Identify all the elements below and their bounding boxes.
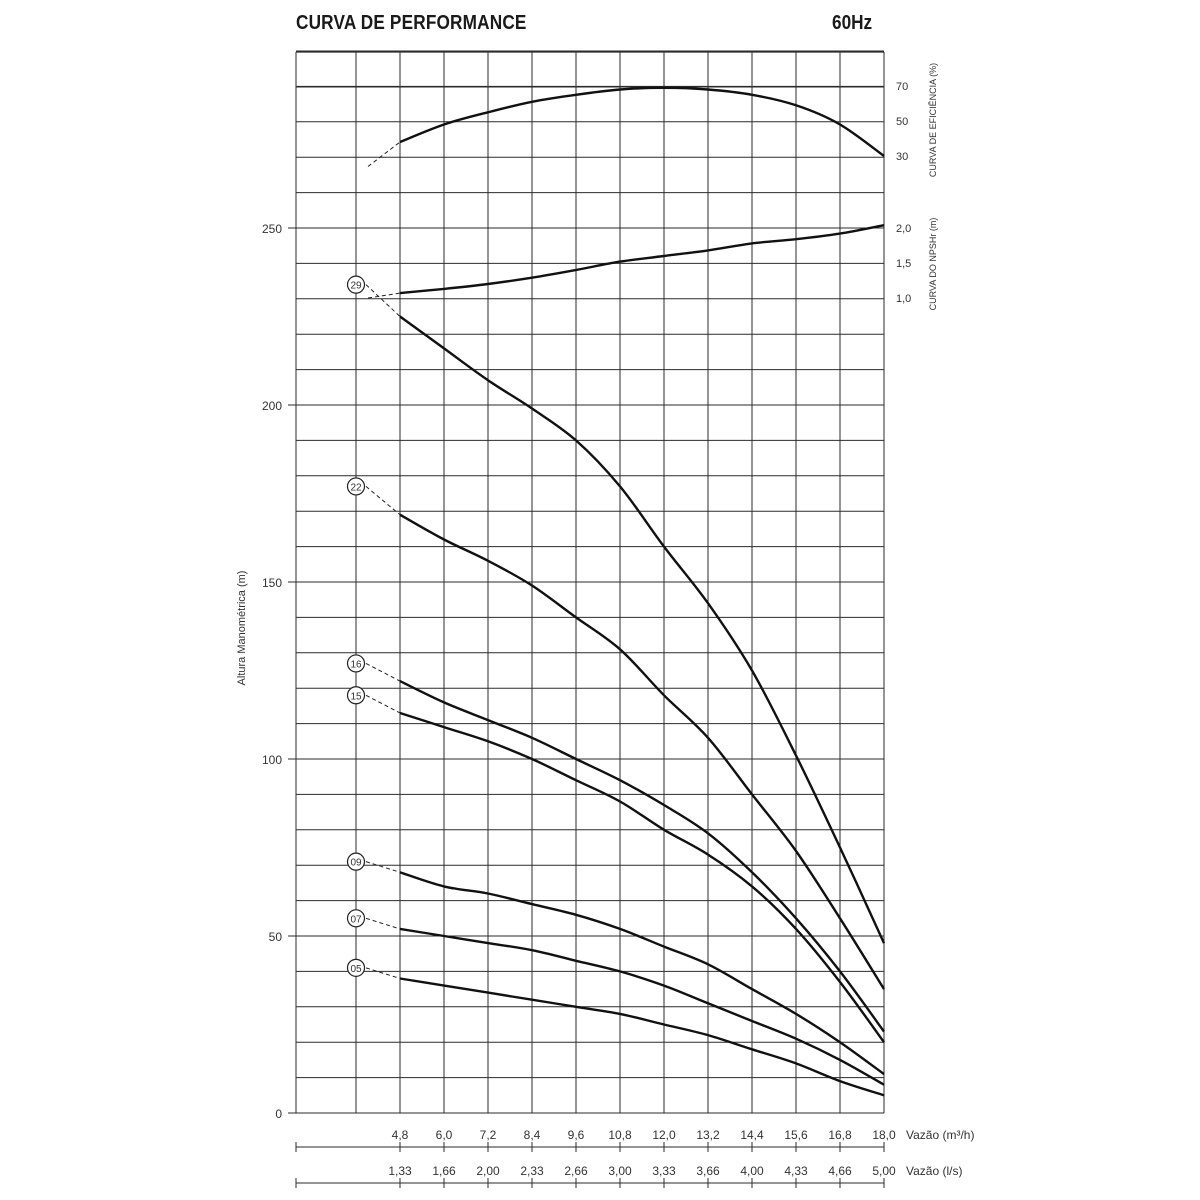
x-tick-label-m3h: 8,4 [524,1128,541,1142]
stage-curve-15 [399,711,885,1043]
chart-curves [346,86,886,1097]
stage-label-05: 05 [350,964,362,975]
npsh-tick-label: 1,0 [896,293,911,305]
stage-curve-dash-29 [365,284,401,317]
npsh-tick-label: 2,0 [896,223,911,235]
efficiency-tick-label: 70 [896,81,908,93]
stage-curve-dash-09 [365,861,401,873]
stage-curve-dash-22 [365,486,401,516]
x-tick-label-ls: 4,66 [828,1164,852,1178]
x-tick-label-m3h: 13,2 [696,1128,720,1142]
x-tick-label-ls: 5,00 [872,1164,896,1178]
x-tick-label-m3h: 12,0 [652,1128,676,1142]
stage-marker-05 [346,958,366,977]
x-tick-label-m3h: 10,8 [608,1128,632,1142]
x-tick-label-ls: 3,33 [652,1164,676,1178]
npsh-tick-label: 1,5 [896,258,911,270]
x-tick-label-m3h: 6,0 [436,1128,453,1142]
x-tick-label-ls: 2,33 [520,1164,544,1178]
stage-curve-dash-05 [365,967,401,979]
stage-curve-16 [399,680,885,1033]
efficiency-tick-label: 50 [896,116,908,128]
x-tick-label-ls: 2,00 [476,1164,500,1178]
y-tick-label: 0 [275,1107,282,1121]
x-tick-label-ls: 3,66 [696,1164,720,1178]
stage-label-29: 29 [350,281,362,292]
stage-label-22: 22 [350,482,362,493]
x-tick-label-ls: 2,66 [564,1164,588,1178]
stage-marker-29 [346,275,366,294]
frequency-label: 60Hz [832,12,873,34]
y-axis-title: Altura Manométrica (m) [236,571,248,686]
stage-curve-dash-15 [365,694,401,714]
efficiency-axis-title: CURVA DE EFICIÊNCIA (%) [928,63,938,177]
stage-label-07: 07 [350,914,362,925]
x-tick-label-m3h: 9,6 [568,1128,585,1142]
stage-curve-07 [399,927,885,1086]
stage-curve-dash-16 [365,662,401,682]
stage-marker-09 [346,852,366,871]
x-axis-title-ls: Vazão (l/s) [906,1164,962,1178]
stage-label-15: 15 [350,691,362,702]
x-tick-label-m3h: 7,2 [480,1128,497,1142]
x-tick-label-m3h: 14,4 [740,1128,764,1142]
stage-marker-16 [346,654,366,673]
y-tick-label: 200 [262,399,282,413]
chart-axes [288,227,885,1188]
npsh-curve [399,224,885,295]
stage-curve-29 [399,315,886,944]
efficiency-tick-label: 30 [896,151,908,163]
y-tick-label: 150 [262,576,282,590]
y-tick-label: 50 [269,930,283,944]
chart-grid [295,50,885,1114]
x-tick-label-ls: 1,33 [388,1164,412,1178]
x-axis-title-m3h: Vazão (m³/h) [906,1128,974,1142]
npsh-curve-dash [367,292,401,299]
x-tick-label-ls: 4,33 [784,1164,808,1178]
stage-marker-22 [346,477,366,496]
x-tick-label-m3h: 4,8 [392,1128,409,1142]
stage-curve-05 [399,977,885,1097]
x-tick-label-ls: 1,66 [432,1164,456,1178]
x-tick-label-m3h: 18,0 [872,1128,896,1142]
y-tick-label: 100 [262,753,282,767]
stage-marker-07 [346,909,366,928]
efficiency-curve-dash [367,141,401,167]
stage-label-09: 09 [350,858,362,869]
x-tick-label-ls: 4,00 [740,1164,764,1178]
stage-curve-09 [399,871,885,1076]
chart-title: CURVA DE PERFORMANCE [296,12,527,34]
stage-marker-15 [346,686,366,705]
stage-curve-dash-07 [365,917,401,930]
stage-label-16: 16 [350,659,362,670]
npsh-axis-title: CURVA DO NPSHr (m) [928,218,938,311]
x-tick-label-ls: 3,00 [608,1164,632,1178]
x-tick-label-m3h: 15,6 [784,1128,808,1142]
stage-curve-22 [399,513,886,990]
efficiency-curve [399,86,885,157]
y-tick-label: 250 [262,222,282,236]
x-tick-label-m3h: 16,8 [828,1128,852,1142]
